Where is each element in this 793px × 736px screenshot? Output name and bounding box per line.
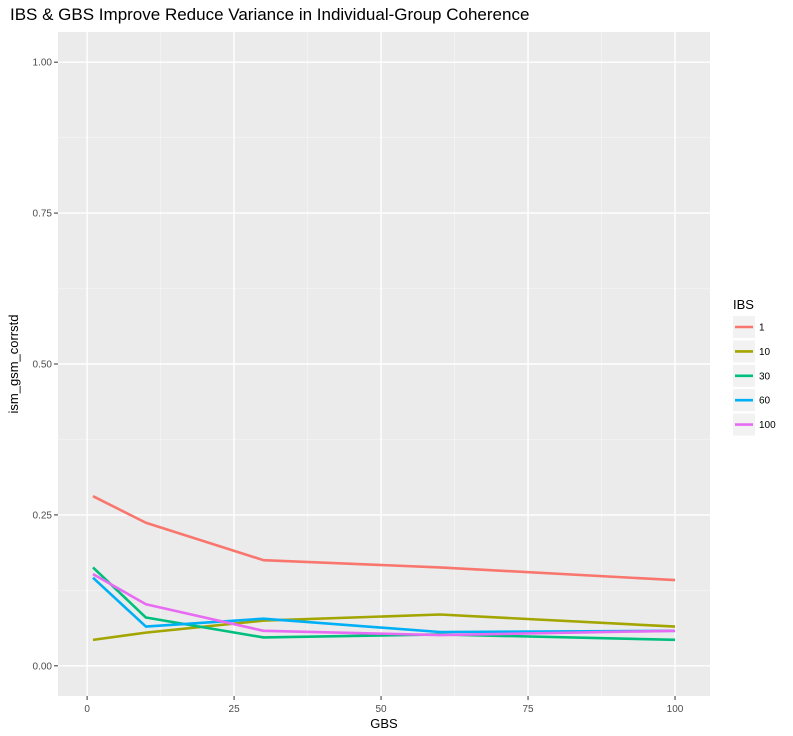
x-tick-label: 75 bbox=[522, 704, 534, 715]
y-tick-label: 0.25 bbox=[33, 510, 53, 521]
legend-title: IBS bbox=[733, 297, 754, 312]
legend-label-ibs-1: 1 bbox=[759, 323, 765, 334]
series-line-ibs-60 bbox=[92, 576, 676, 634]
legend-label-ibs-30: 30 bbox=[759, 371, 771, 382]
y-axis: 0.00 0.25 0.50 0.75 1.00 bbox=[33, 58, 58, 672]
y-axis-title: ism_gsm_corrstd bbox=[6, 315, 21, 414]
legend-label-ibs-60: 60 bbox=[759, 396, 771, 407]
x-axis-title: GBS bbox=[370, 716, 398, 731]
legend-label-ibs-100: 100 bbox=[759, 420, 776, 431]
series-line-ibs-10 bbox=[92, 613, 676, 642]
x-tick-label: 0 bbox=[84, 704, 90, 715]
x-tick-label: 25 bbox=[229, 704, 241, 715]
y-tick-label: 1.00 bbox=[33, 58, 53, 69]
series-line-ibs-30 bbox=[92, 566, 676, 642]
y-tick-label: 0.75 bbox=[33, 209, 53, 220]
x-tick-label: 50 bbox=[375, 704, 387, 715]
legend: IBS 1 10 30 60 100 bbox=[733, 297, 776, 436]
legend-items: 1 10 30 60 100 bbox=[733, 316, 776, 436]
x-axis: 0 25 50 75 100 bbox=[84, 696, 684, 715]
chart-title: IBS & GBS Improve Reduce Variance in Ind… bbox=[10, 5, 529, 24]
y-tick-label: 0.00 bbox=[33, 661, 53, 672]
series-layer bbox=[92, 495, 676, 642]
legend-label-ibs-10: 10 bbox=[759, 347, 771, 358]
x-tick-label: 100 bbox=[667, 704, 684, 715]
series-line-ibs-1 bbox=[92, 495, 676, 582]
grid-major bbox=[58, 32, 710, 696]
series-line-ibs-100 bbox=[92, 572, 676, 637]
y-tick-label: 0.50 bbox=[33, 360, 53, 371]
